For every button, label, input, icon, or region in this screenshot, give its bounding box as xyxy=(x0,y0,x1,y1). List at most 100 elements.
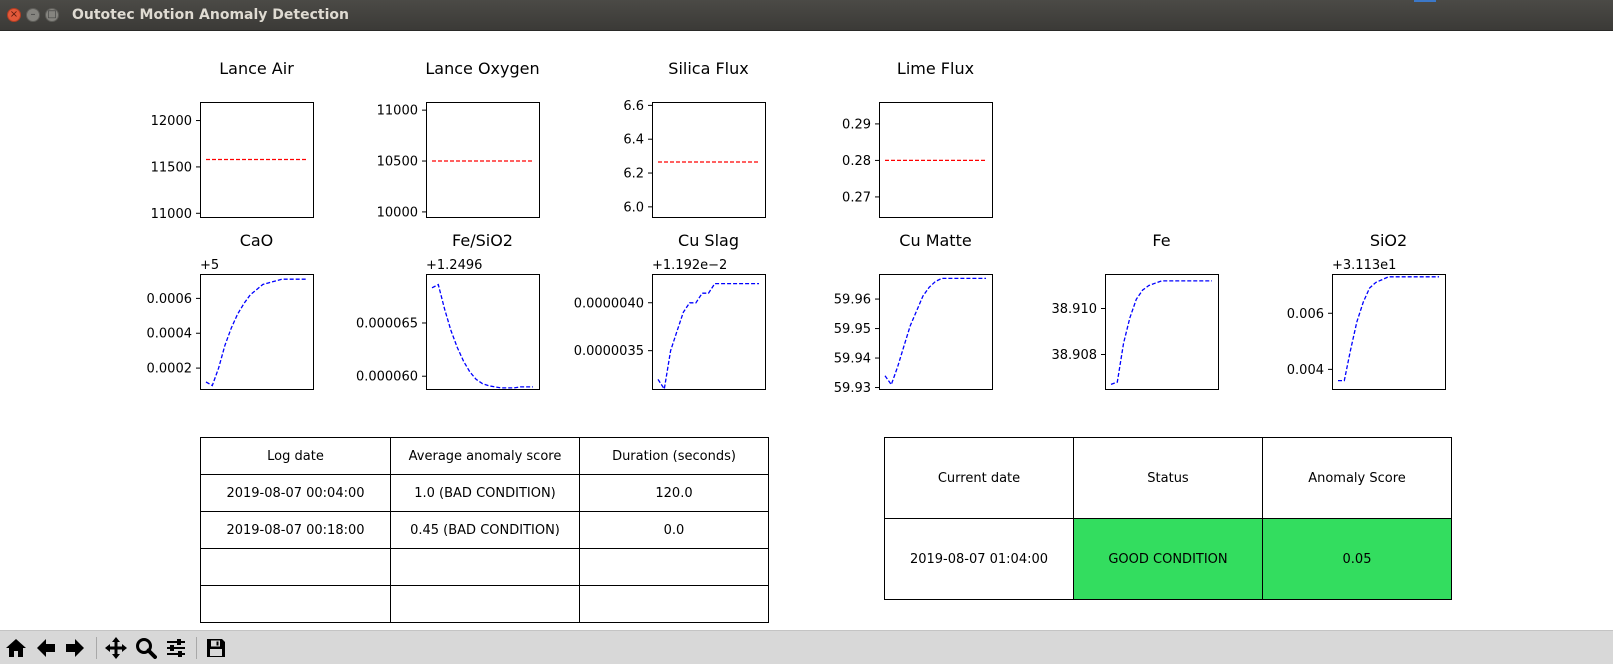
table-cell xyxy=(390,585,580,623)
axes-frame xyxy=(1105,274,1219,390)
axis-offset-label: +1.192e−2 xyxy=(652,258,727,273)
y-tick-label: 59.96 xyxy=(834,293,871,308)
y-tick-label: 0.000060 xyxy=(356,370,418,385)
maximize-window-button[interactable]: □ xyxy=(45,8,59,22)
table-cell xyxy=(579,548,769,586)
axes-frame xyxy=(426,102,540,218)
table-cell: 2019-08-07 00:04:00 xyxy=(200,474,391,512)
subplot[interactable]: Fe 38.908 38.910 xyxy=(1052,231,1219,390)
subplot[interactable]: SiO2 +3.113e1 0.004 0.006 xyxy=(1287,231,1446,390)
subplot-title: Lance Oxygen xyxy=(425,59,539,78)
minimize-window-button[interactable]: – xyxy=(26,8,40,22)
table-row: 2019-08-07 00:04:00 1.0 (BAD CONDITION) … xyxy=(200,474,769,512)
subplot-title: SiO2 xyxy=(1370,231,1407,250)
subplot[interactable]: Cu Slag +1.192e−2 0.0000035 0.0000040 xyxy=(574,231,766,391)
toolbar-separator xyxy=(96,637,97,659)
table-row: 2019-08-07 00:18:00 0.45 (BAD CONDITION)… xyxy=(200,511,769,549)
titlebar-accent xyxy=(1414,0,1436,2)
subplot-title: Cu Slag xyxy=(678,231,739,250)
series-line xyxy=(1338,276,1439,382)
configure-subplots-icon[interactable] xyxy=(163,635,189,661)
axis-offset-label: +1.2496 xyxy=(426,258,482,273)
y-tick-label: 0.0000040 xyxy=(574,296,644,311)
subplot-title: Silica Flux xyxy=(668,59,748,78)
table-header-row: Current date Status Anomaly Score xyxy=(884,437,1452,519)
y-tick-label: 0.0006 xyxy=(147,292,193,307)
zoom-icon[interactable] xyxy=(133,635,159,661)
series-line xyxy=(431,283,533,389)
table-cell xyxy=(200,548,391,586)
series-line xyxy=(1110,280,1212,386)
y-tick-label: 0.000065 xyxy=(356,316,418,331)
subplot-title: Fe xyxy=(1152,231,1170,250)
current-date-value: 2019-08-07 01:04:00 xyxy=(884,518,1074,600)
forward-arrow-icon[interactable] xyxy=(62,635,88,661)
plot-figure[interactable]: Lance Air 11000 11500 12000 Lance Oxygen 1000… xyxy=(0,30,1613,630)
y-tick-label: 11500 xyxy=(151,160,192,175)
table-row xyxy=(200,585,769,623)
subplot[interactable]: Silica Flux 6.0 6.2 6.4 6.6 xyxy=(623,59,766,218)
table-cell xyxy=(200,585,391,623)
current-date-header: Current date xyxy=(884,437,1074,519)
table-cell: 120.0 xyxy=(579,474,769,512)
y-tick-label: 0.28 xyxy=(842,154,871,169)
subplot[interactable]: Fe/SiO2 +1.2496 0.000060 0.000065 xyxy=(356,231,540,390)
y-tick-label: 59.95 xyxy=(834,322,871,337)
y-tick-label: 0.27 xyxy=(842,190,871,205)
table-cell xyxy=(579,585,769,623)
axes-frame xyxy=(879,102,993,218)
duration-header: Duration (seconds) xyxy=(579,437,769,475)
subplot-title: Cu Matte xyxy=(899,231,971,250)
subplot-title: CaO xyxy=(240,231,274,250)
series-line xyxy=(657,282,759,391)
status-header: Status xyxy=(1073,437,1263,519)
anomaly-score-header: Anomaly Score xyxy=(1262,437,1452,519)
y-tick-label: 0.0000035 xyxy=(574,344,644,359)
y-tick-label: 0.29 xyxy=(842,117,871,132)
y-tick-label: 6.4 xyxy=(623,133,644,148)
average-anomaly-score-header: Average anomaly score xyxy=(390,437,580,475)
axis-offset-label: +5 xyxy=(200,258,219,273)
subplot[interactable]: Lance Oxygen 10000 10500 11000 xyxy=(377,59,540,220)
pan-icon[interactable] xyxy=(103,635,129,661)
table-cell xyxy=(390,548,580,586)
axes-frame xyxy=(1332,274,1446,390)
axes-frame xyxy=(879,274,993,390)
y-tick-label: 12000 xyxy=(151,114,192,129)
subplot-title: Lime Flux xyxy=(897,59,974,78)
anomaly-log-table: Log date Average anomaly score Duration … xyxy=(200,437,769,623)
current-status-table: Current date Status Anomaly Score 2019-0… xyxy=(884,437,1452,600)
y-tick-label: 0.004 xyxy=(1287,363,1324,378)
subplot-title: Fe/SiO2 xyxy=(452,231,513,250)
y-tick-label: 38.910 xyxy=(1052,302,1098,317)
axes-frame xyxy=(200,102,314,218)
subplot[interactable]: CaO +5 0.0002 0.0004 0.0006 xyxy=(147,231,314,390)
table-cell: 2019-08-07 00:18:00 xyxy=(200,511,391,549)
y-tick-label: 6.0 xyxy=(623,200,644,215)
navigation-toolbar xyxy=(0,630,1613,664)
home-icon[interactable] xyxy=(3,635,29,661)
save-icon[interactable] xyxy=(203,635,229,661)
y-tick-label: 6.2 xyxy=(623,167,644,182)
close-window-button[interactable]: × xyxy=(7,8,21,22)
subplot[interactable]: Cu Matte 59.93 59.94 59.95 59.96 xyxy=(834,231,993,396)
subplot[interactable]: Lime Flux 0.27 0.28 0.29 xyxy=(842,59,993,218)
y-tick-label: 0.0002 xyxy=(147,362,193,377)
y-tick-label: 10000 xyxy=(377,205,418,220)
subplot-title: Lance Air xyxy=(219,59,294,78)
table-row: 2019-08-07 01:04:00 GOOD CONDITION 0.05 xyxy=(884,518,1452,600)
y-tick-label: 11000 xyxy=(151,207,192,222)
y-tick-label: 59.93 xyxy=(834,381,871,396)
table-cell: 1.0 (BAD CONDITION) xyxy=(390,474,580,512)
table-header-row: Log date Average anomaly score Duration … xyxy=(200,437,769,475)
window-title: Outotec Motion Anomaly Detection xyxy=(72,7,349,23)
y-tick-label: 0.0004 xyxy=(147,327,193,342)
series-line xyxy=(205,278,307,387)
window-titlebar: × – □ Outotec Motion Anomaly Detection xyxy=(0,0,1613,31)
back-arrow-icon[interactable] xyxy=(33,635,59,661)
toolbar-separator xyxy=(196,637,197,659)
y-tick-label: 38.908 xyxy=(1052,348,1098,363)
y-tick-label: 59.94 xyxy=(834,352,871,367)
subplot[interactable]: Lance Air 11000 11500 12000 xyxy=(151,59,314,222)
axes-frame xyxy=(426,274,540,390)
